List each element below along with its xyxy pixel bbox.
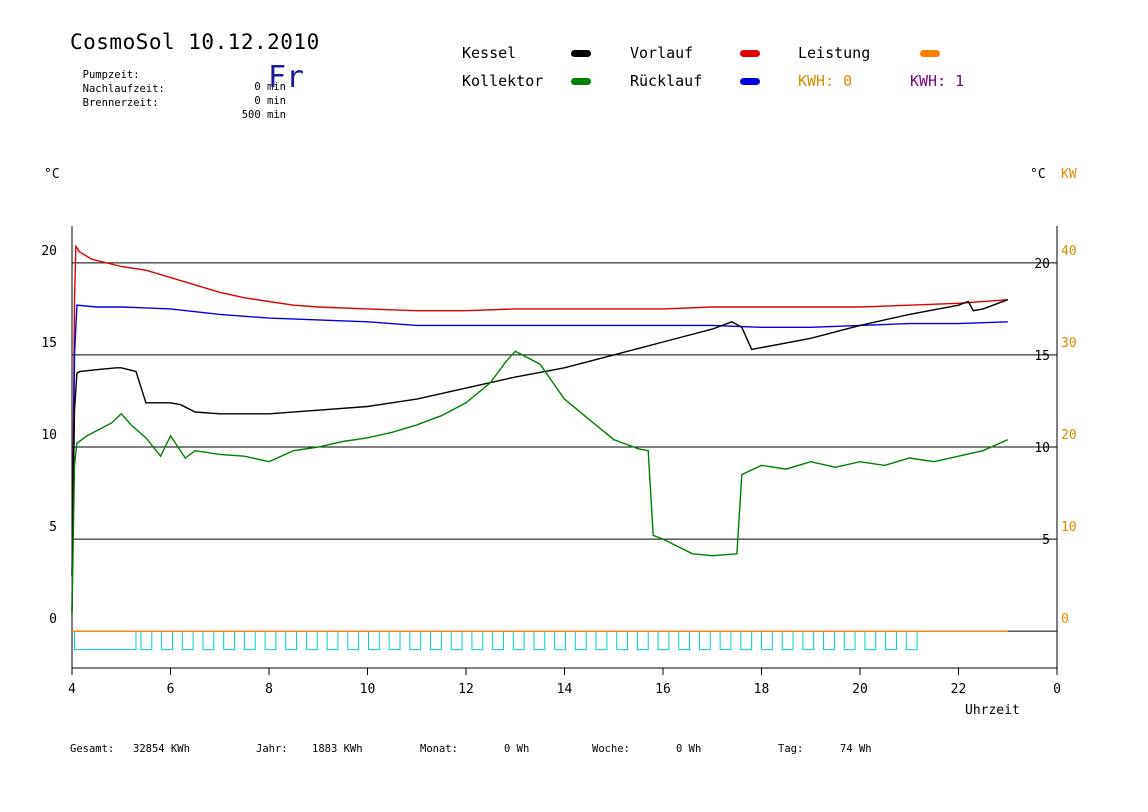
x-tick-label: 12	[458, 682, 474, 697]
y-right-tick-label: 20	[1034, 257, 1050, 272]
legend-leistung-label: Leistung	[798, 44, 871, 62]
footer-woche-label: Woche:	[592, 743, 630, 755]
x-tick-label: 4	[68, 682, 76, 697]
footer-monat-label: Monat:	[420, 743, 458, 755]
x-tick-label: 16	[655, 682, 671, 697]
y-axis-kw-label: KW	[1061, 167, 1077, 182]
pump-activity-path	[73, 630, 1008, 651]
y-left-tick-label: 0	[49, 612, 57, 627]
chart-title: CosmoSol 10.12.2010	[70, 30, 320, 54]
info-pumpzeit: Pumpzeit: 0 min	[70, 57, 286, 93]
y-left-tick-label: 15	[41, 336, 57, 351]
x-tick-label: 18	[754, 682, 770, 697]
y-left-tick-label: 10	[41, 428, 57, 443]
series-lines	[71, 243, 1009, 632]
legend-vorlauf-swatch	[740, 50, 760, 57]
y-kw-tick-label: 40	[1061, 244, 1077, 259]
kwh0-label: KWH: 0	[798, 72, 853, 90]
info-brennerzeit: Brennerzeit: 500 min	[70, 85, 286, 121]
kwh1-label: KWH: 1	[910, 72, 965, 90]
footer-jahr-label: Jahr:	[256, 743, 288, 755]
tick-labels: 4 6 8 10 12 14 16 18 20 22 0 0 5 10 15 20 5 10 15 20 0 10 20 30…	[41, 244, 1076, 697]
legend-leistung-swatch	[920, 50, 940, 57]
x-axis-label: Uhrzeit	[965, 703, 1020, 718]
x-tick-label: 8	[265, 682, 273, 697]
footer-tag-value: 74 Wh	[840, 743, 872, 755]
info-pumpzeit-value: 0 min	[254, 81, 286, 93]
footer-gesamt-label: Gesamt:	[70, 743, 115, 755]
info-brennerzeit-value: 500 min	[241, 109, 286, 121]
x-tick-label: 10	[360, 682, 376, 697]
info-pumpzeit-label: Pumpzeit:	[82, 69, 140, 81]
pump-activity-trace	[73, 630, 1008, 651]
y-right-tick-label: 10	[1034, 441, 1050, 456]
y-axis-left-label: °C	[44, 167, 60, 182]
y-kw-tick-label: 10	[1061, 520, 1077, 535]
y-kw-tick-label: 20	[1061, 428, 1077, 443]
y-right-tick-label: 5	[1042, 533, 1050, 548]
x-tick-label: 0	[1053, 682, 1061, 697]
info-nachlaufzeit-value: 0 min	[254, 95, 286, 107]
series-vorlauf	[71, 243, 1008, 613]
series-rücklauf	[71, 304, 1008, 613]
y-axis-right-label: °C	[1030, 167, 1046, 182]
x-tick-label: 14	[557, 682, 573, 697]
x-tick-label: 20	[852, 682, 868, 697]
legend-ruecklauf-swatch	[740, 78, 760, 85]
legend-kollektor-label: Kollektor	[462, 72, 544, 90]
series-kollektor	[71, 350, 1009, 613]
footer-tag-label: Tag:	[778, 743, 804, 755]
info-nachlaufzeit: Nachlaufzeit: 0 min	[70, 71, 286, 107]
y-kw-tick-label: 30	[1061, 336, 1077, 351]
y-right-tick-label: 15	[1034, 349, 1050, 364]
footer-gesamt-value: 32854 KWh	[133, 743, 190, 755]
y-kw-tick-label: 0	[1061, 612, 1069, 627]
footer-jahr-value: 1883 KWh	[312, 743, 363, 755]
y-left-tick-label: 5	[49, 520, 57, 535]
info-brennerzeit-label: Brennerzeit:	[82, 97, 159, 109]
legend-vorlauf-label: Vorlauf	[630, 44, 694, 62]
x-tick-label: 22	[951, 682, 967, 697]
footer-woche-value: 0 Wh	[676, 743, 702, 755]
legend-ruecklauf-label: Rücklauf	[630, 72, 703, 90]
y-left-tick-label: 20	[41, 244, 57, 259]
legend-kessel-swatch	[571, 50, 591, 57]
series-kessel	[71, 299, 1009, 576]
footer-monat-value: 0 Wh	[504, 743, 530, 755]
weekday-label: Fr	[268, 60, 305, 95]
legend-kollektor-swatch	[571, 78, 591, 85]
x-tick-label: 6	[167, 682, 175, 697]
legend-kessel-label: Kessel	[462, 44, 517, 62]
grid-lines	[72, 262, 1057, 632]
info-nachlaufzeit-label: Nachlaufzeit:	[82, 83, 165, 95]
